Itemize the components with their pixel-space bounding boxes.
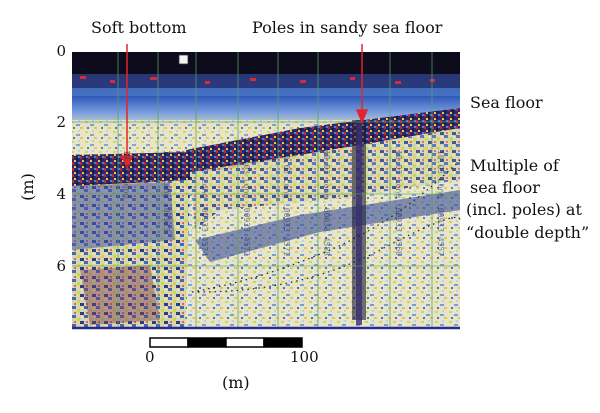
soft-bottom-label: Soft bottom	[91, 18, 187, 37]
x-axis-label: (m)	[222, 373, 250, 392]
multiple-label-line-4: “double depth”	[466, 223, 590, 242]
x-scale-tick-100: 100	[290, 348, 319, 366]
y-tick-4: 4	[56, 185, 66, 203]
x-scale-tick-0: 0	[145, 348, 155, 366]
echogram-text-strip: 10.03 Long .00933 4558	[322, 150, 331, 256]
y-tick-2: 2	[56, 113, 66, 131]
echogram-text-strip: 10.03 Long .00933	[162, 150, 171, 232]
sea-floor-label: Sea floor	[470, 93, 543, 112]
echogram-text-strip: 10.03 Long .00933 4557	[436, 150, 445, 256]
echogram-text-strip: 10.03 Long .00933 4560	[394, 150, 403, 256]
multiple-label-line-1: Multiple of	[470, 156, 559, 175]
echogram-text-strip: 10.03 Long .00933 4574	[200, 150, 209, 256]
echogram-text-strip: 10.03 Long .00933 4572	[242, 150, 251, 256]
multiple-label-line-2: sea floor	[470, 178, 540, 197]
echogram-text-strip: 10.03 Long	[122, 150, 131, 198]
y-tick-6: 6	[56, 257, 66, 275]
y-tick-0: 0	[56, 42, 66, 60]
multiple-label-line-3: (incl. poles) at	[466, 200, 582, 219]
poles-label: Poles in sandy sea floor	[252, 18, 443, 37]
echogram-text-strip: 10.03 Long .00933 4571	[282, 150, 291, 256]
